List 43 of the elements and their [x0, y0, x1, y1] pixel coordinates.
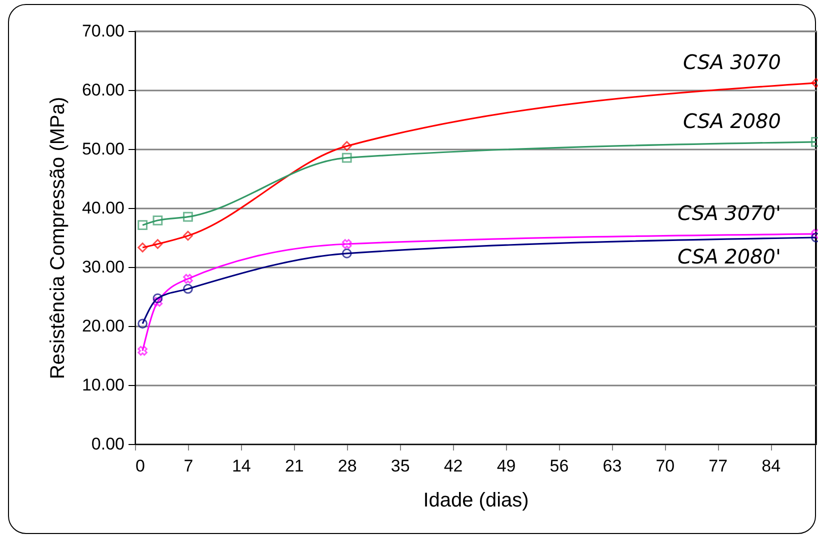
- x-tick-label: 7: [184, 456, 194, 476]
- point: [183, 230, 193, 241]
- series-label: CSA 3070: [683, 50, 781, 74]
- x-tick-label: 42: [444, 456, 463, 476]
- y-tick-label: 30.00: [82, 258, 124, 276]
- x-axis-title: Idade (dias): [423, 490, 529, 512]
- point: [152, 215, 163, 226]
- x-tick-label: 49: [496, 456, 516, 476]
- y-tick-label: 60.00: [82, 80, 124, 100]
- y-tick-label: 50.00: [82, 140, 124, 158]
- point: [152, 239, 163, 249]
- point: [183, 274, 193, 284]
- point: [342, 248, 352, 258]
- point: [152, 293, 163, 304]
- x-tick-label: 56: [550, 456, 569, 476]
- y-tick-label: 40.00: [82, 198, 124, 218]
- y-axis-title: Resistência Compressão (MPa): [46, 96, 69, 380]
- y-tick-label: 20.00: [82, 316, 124, 336]
- point: [342, 141, 352, 151]
- series-label: CSA 2080: [683, 108, 781, 133]
- point: [138, 318, 148, 329]
- x-tick-label: 77: [708, 456, 728, 476]
- point: [183, 212, 193, 222]
- x-tick-label: 63: [602, 456, 622, 476]
- x-tick-label: 21: [284, 456, 304, 476]
- x-tick-label: 28: [338, 456, 357, 476]
- point: [138, 220, 148, 230]
- x-tick-label: 84: [762, 456, 781, 476]
- y-tick-label: 70.00: [82, 22, 124, 40]
- y-tick-label: 10.00: [82, 376, 124, 394]
- point: [183, 284, 193, 294]
- point: [138, 346, 148, 356]
- point: [152, 296, 163, 307]
- point: [342, 239, 352, 249]
- y-tick-label: 0.00: [91, 434, 124, 454]
- x-tick-label: 14: [232, 456, 251, 476]
- series-label: CSA 3070': [678, 200, 781, 225]
- point: [138, 242, 148, 252]
- series-label: CSA 2080': [678, 244, 781, 268]
- x-tick-label: 70: [656, 456, 675, 476]
- x-tick-label: 35: [390, 456, 410, 476]
- x-tick-label: 0: [136, 456, 145, 476]
- point: [342, 152, 352, 163]
